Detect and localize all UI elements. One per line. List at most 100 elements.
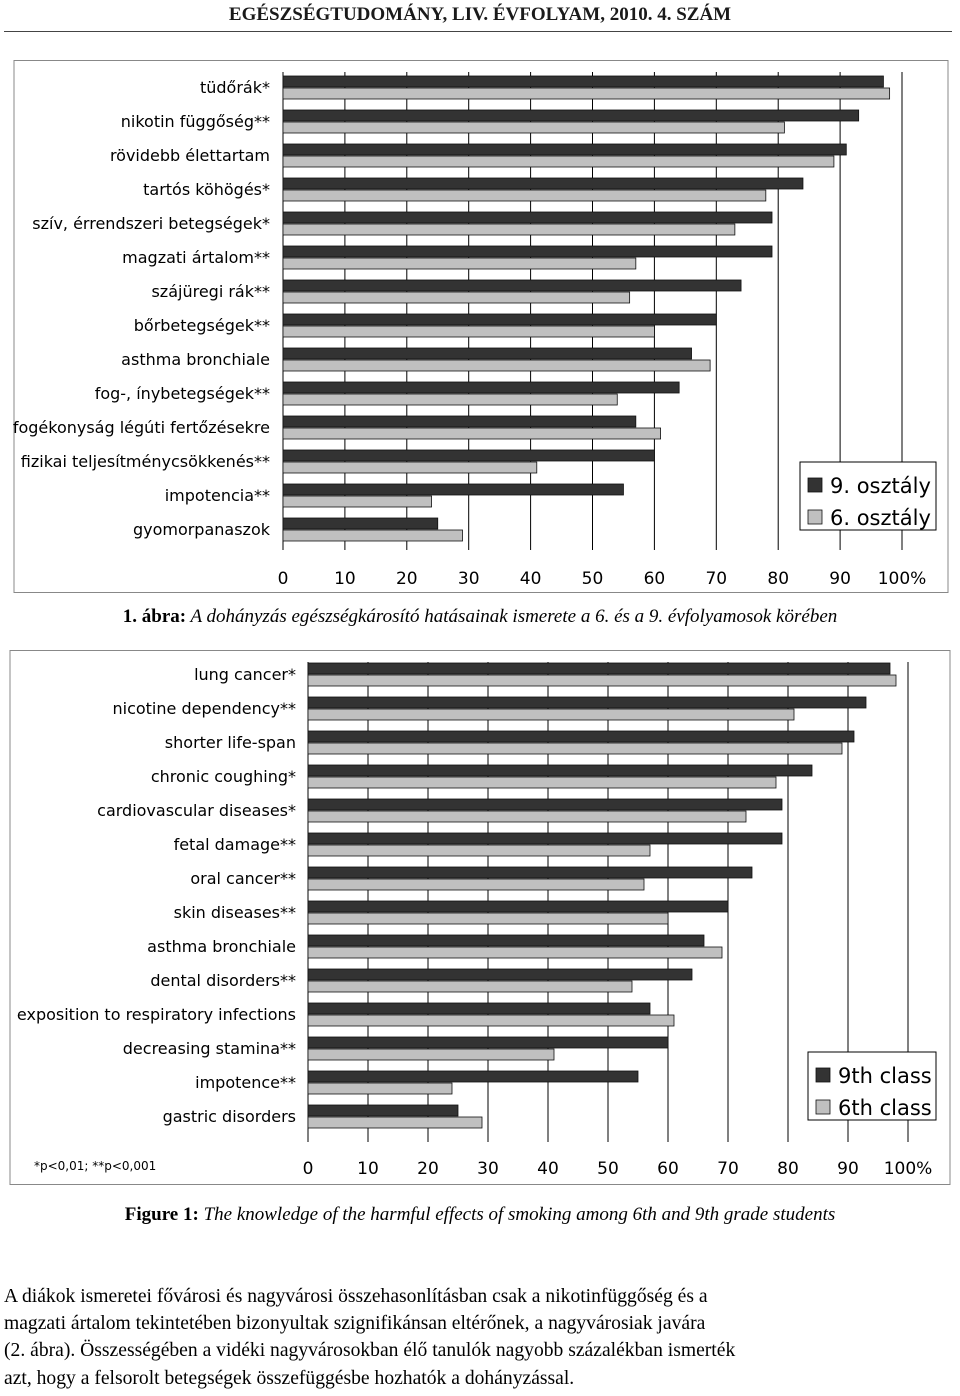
bar-series-2 bbox=[307, 776, 777, 789]
x-tick-label: 60 bbox=[644, 569, 666, 589]
bar-series-2 bbox=[282, 495, 432, 508]
x-tick-label: 30 bbox=[477, 1159, 499, 1179]
bar-series-2 bbox=[282, 393, 618, 406]
figure-caption-hu: 1. ábra: A dohányzás egészségkárosító ha… bbox=[0, 606, 960, 628]
bar-series-2 bbox=[307, 980, 633, 993]
bar-series-1 bbox=[307, 764, 813, 777]
bar-series-2 bbox=[307, 810, 747, 823]
journal-header: EGÉSZSÉGTUDOMÁNY, LIV. ÉVFOLYAM, 2010. 4… bbox=[228, 4, 732, 25]
header-rule bbox=[4, 31, 952, 32]
caption-text-en: The knowledge of the harmful effects of … bbox=[198, 1204, 836, 1225]
category-label: fog-, ínybetegségek** bbox=[95, 384, 270, 403]
category-label: bőrbetegségek** bbox=[134, 316, 270, 335]
x-tick-label: 40 bbox=[520, 569, 542, 589]
x-tick-label: 0 bbox=[278, 569, 289, 589]
bar-series-1 bbox=[307, 900, 729, 913]
bar-series-1 bbox=[282, 415, 637, 428]
category-label: gyomorpanaszok bbox=[133, 520, 271, 539]
caption-label-hu: 1. ábra: bbox=[122, 606, 187, 627]
bar-series-1 bbox=[307, 1002, 651, 1015]
bar-series-1 bbox=[307, 934, 705, 947]
category-label: lung cancer* bbox=[194, 665, 296, 684]
category-label: exposition to respiratory infections bbox=[17, 1005, 296, 1024]
category-label: fizikai teljesítménycsökkenés** bbox=[21, 452, 270, 471]
x-tick-label: 100% bbox=[884, 1159, 933, 1179]
category-label: tüdőrák* bbox=[200, 78, 270, 97]
x-tick-label: 10 bbox=[334, 569, 356, 589]
bar-series-2 bbox=[282, 427, 661, 440]
category-label: rövidebb élettartam bbox=[110, 146, 270, 165]
category-label: oral cancer** bbox=[190, 869, 296, 888]
category-label: impotencia** bbox=[165, 486, 270, 505]
x-tick-label: 70 bbox=[717, 1159, 739, 1179]
body-line: A diákok ismeretei fővárosi és nagyváros… bbox=[4, 1286, 708, 1307]
body-line: azt, hogy a felsorolt betegségek összefü… bbox=[4, 1367, 575, 1389]
bar-series-1 bbox=[282, 449, 655, 462]
legend-label: 6. osztály bbox=[830, 506, 931, 530]
bar-series-1 bbox=[282, 143, 847, 156]
category-label: szív, érrendszeri betegségek* bbox=[32, 214, 270, 233]
legend-swatch bbox=[807, 477, 823, 493]
x-tick-label: 30 bbox=[458, 569, 480, 589]
bar-series-2 bbox=[282, 87, 891, 100]
bar-series-1 bbox=[307, 730, 855, 743]
category-label: asthma bronchiale bbox=[147, 937, 296, 956]
bar-series-2 bbox=[282, 121, 785, 134]
bar-series-2 bbox=[282, 325, 655, 338]
x-tick-label: 80 bbox=[777, 1159, 799, 1179]
x-tick-label: 40 bbox=[537, 1159, 559, 1179]
body-line: magzati ártalom tekintetében bizonyultak… bbox=[4, 1313, 706, 1335]
caption-label-en: Figure 1: bbox=[124, 1204, 199, 1225]
bar-series-2 bbox=[307, 1082, 453, 1095]
bar-series-1 bbox=[282, 177, 804, 190]
bar-series-2 bbox=[307, 1014, 675, 1027]
x-tick-label: 80 bbox=[767, 569, 789, 589]
bar-series-1 bbox=[282, 517, 439, 530]
bar-series-2 bbox=[282, 291, 631, 304]
x-tick-label: 0 bbox=[303, 1159, 314, 1179]
bar-series-1 bbox=[282, 245, 773, 258]
x-tick-label: 10 bbox=[357, 1159, 379, 1179]
bar-series-2 bbox=[307, 674, 897, 687]
category-label: asthma bronchiale bbox=[121, 350, 270, 369]
bar-series-1 bbox=[307, 968, 693, 981]
bar-series-2 bbox=[282, 359, 711, 372]
bar-series-1 bbox=[282, 109, 860, 122]
chart-hungarian: 0 10 20 30 40 50 60 70 80 90 100% tüdőrák* nikotin f… bbox=[13, 60, 949, 593]
bar-series-2 bbox=[282, 529, 463, 542]
x-tick-label: 50 bbox=[597, 1159, 619, 1179]
x-tick-label: 90 bbox=[837, 1159, 859, 1179]
bar-series-2 bbox=[282, 189, 767, 202]
bar-series-1 bbox=[282, 483, 624, 496]
category-label: szájüregi rák** bbox=[151, 282, 270, 301]
category-label: chronic coughing* bbox=[151, 767, 296, 786]
body-line: (2. ábra). Összességében a vidéki nagyvá… bbox=[4, 1340, 736, 1362]
bar-series-1 bbox=[307, 798, 783, 811]
category-label: fetal damage** bbox=[174, 835, 296, 854]
bar-series-1 bbox=[307, 832, 783, 845]
category-label: decreasing stamina** bbox=[123, 1039, 296, 1058]
category-label: nicotine dependency** bbox=[112, 699, 296, 718]
category-label: shorter life-span bbox=[165, 733, 296, 752]
category-label: impotence** bbox=[195, 1073, 296, 1092]
category-label: nikotin függőség** bbox=[121, 112, 270, 131]
x-tick-label: 20 bbox=[396, 569, 418, 589]
figure-caption-en: Figure 1: The knowledge of the harmful e… bbox=[0, 1204, 960, 1226]
chart-english: 0 10 20 30 40 50 60 70 80 90 100% lung cancer* nicot… bbox=[9, 650, 951, 1185]
x-tick-label: 90 bbox=[829, 569, 851, 589]
x-tick-label: 70 bbox=[705, 569, 727, 589]
bar-series-2 bbox=[307, 878, 645, 891]
bar-series-1 bbox=[282, 313, 717, 326]
bar-series-1 bbox=[282, 211, 773, 224]
legend-label: 6th class bbox=[838, 1096, 932, 1120]
bar-series-1 bbox=[307, 696, 867, 709]
category-label: skin diseases** bbox=[174, 903, 296, 922]
bar-series-1 bbox=[307, 1036, 669, 1049]
x-tick-label: 100% bbox=[878, 569, 927, 589]
category-label: fogékonyság légúti fertőzésekre bbox=[13, 418, 270, 437]
bar-series-1 bbox=[282, 75, 884, 88]
x-tick-label: 60 bbox=[657, 1159, 679, 1179]
footnote: *p<0,01; **p<0,001 bbox=[34, 1159, 156, 1173]
category-label: dental disorders** bbox=[150, 971, 296, 990]
bar-series-2 bbox=[307, 742, 843, 755]
